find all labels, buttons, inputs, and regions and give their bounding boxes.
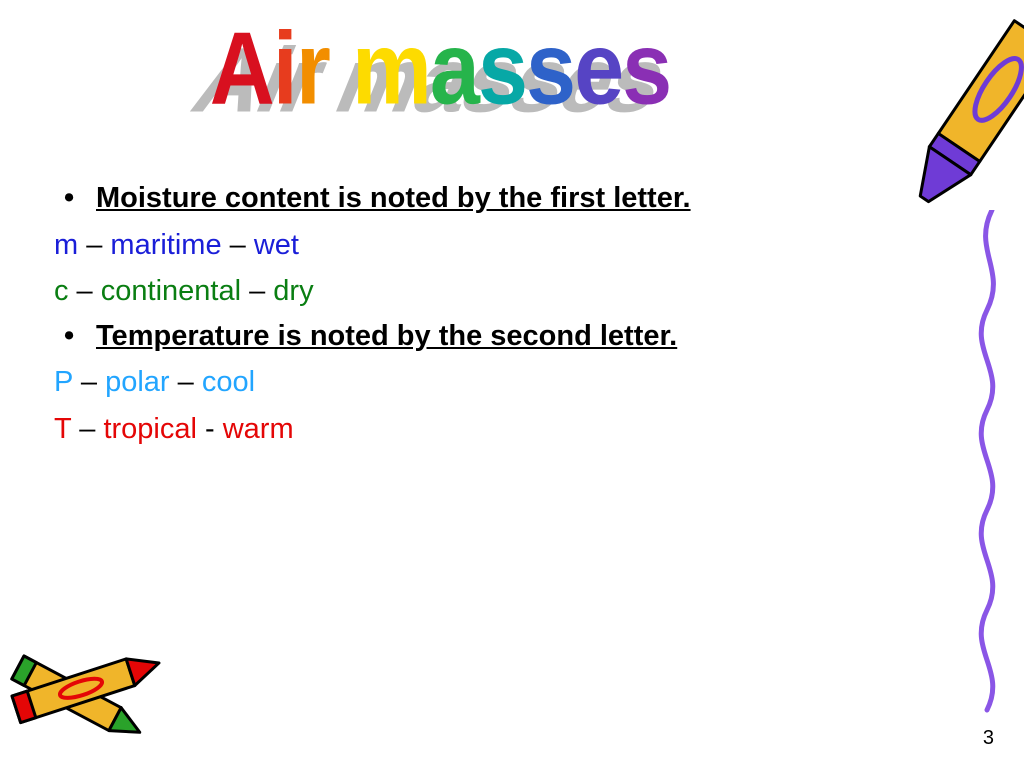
line-continental: c – continental – dry (54, 271, 734, 312)
squiggle-icon (952, 210, 1022, 730)
bullet-heading-1: • Moisture content is noted by the first… (54, 178, 734, 219)
desc-warm: warm (223, 413, 294, 445)
heading-1-text: Moisture content is noted by the first l… (96, 178, 734, 219)
content-area: • Moisture content is noted by the first… (54, 174, 734, 450)
dash: – (71, 413, 103, 445)
desc-cool: cool (202, 366, 255, 398)
word-tropical: tropical (103, 413, 197, 445)
dash: – (78, 229, 110, 261)
page-number: 3 (983, 727, 994, 750)
dash: - (197, 413, 223, 445)
code-m: m (54, 229, 78, 261)
bullet-icon: • (54, 178, 96, 219)
crayon-top-icon (883, 0, 1024, 231)
dash: – (222, 229, 254, 261)
desc-dry: dry (273, 275, 313, 307)
dash: – (73, 366, 105, 398)
word-continental: continental (101, 275, 241, 307)
code-p: P (54, 366, 73, 398)
code-t: T (54, 413, 71, 445)
word-maritime: maritime (110, 229, 221, 261)
bullet-icon: • (54, 316, 96, 357)
dash: – (170, 366, 202, 398)
crayons-bottom-icon (4, 626, 174, 756)
desc-wet: wet (254, 229, 299, 261)
slide-title: Air masses Air masses (160, 18, 720, 121)
slide-title-text: Air masses (160, 10, 720, 128)
bullet-heading-2: • Temperature is noted by the second let… (54, 316, 734, 357)
line-tropical: T – tropical - warm (54, 409, 734, 450)
line-maritime: m – maritime – wet (54, 225, 734, 266)
line-polar: P – polar – cool (54, 362, 734, 403)
code-c: c (54, 275, 69, 307)
dash: – (241, 275, 273, 307)
dash: – (69, 275, 101, 307)
word-polar: polar (105, 366, 170, 398)
heading-2-text: Temperature is noted by the second lette… (96, 316, 734, 357)
